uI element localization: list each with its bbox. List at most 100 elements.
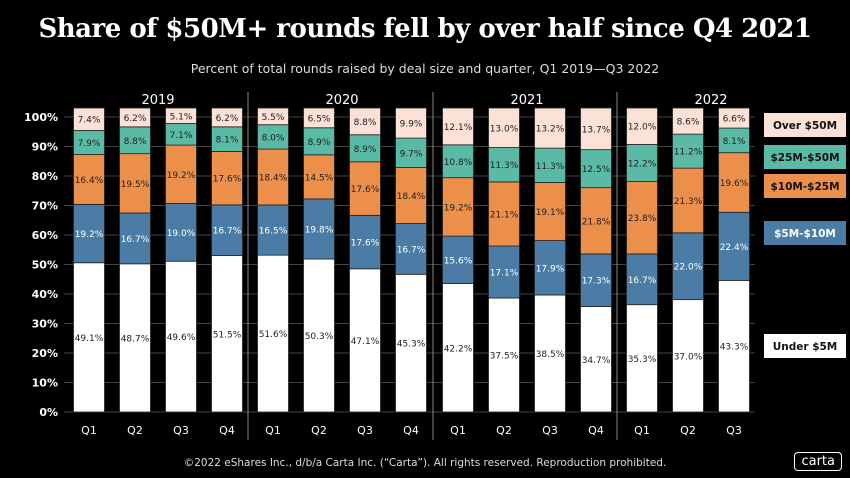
year-label: 2022 (694, 93, 727, 108)
bar-segment (626, 304, 658, 413)
bar-segment (165, 144, 197, 204)
data-label: 16.7% (397, 245, 426, 255)
data-label: 19.8% (305, 225, 334, 235)
legend-label: Over $50M (773, 120, 837, 132)
bar-segment (73, 154, 105, 205)
x-tick-label: Q3 (173, 424, 189, 437)
bar-segment (718, 107, 750, 129)
bar-segment (580, 306, 612, 413)
y-tick-label: 60% (32, 229, 58, 242)
data-label: 22.0% (674, 263, 703, 273)
data-label: 8.6% (677, 118, 700, 128)
y-tick-label: 80% (32, 170, 58, 183)
bar-segment (672, 133, 704, 169)
data-label: 11.3% (490, 161, 519, 171)
data-label: 16.7% (213, 227, 242, 237)
data-label: 7.1% (170, 131, 193, 141)
x-tick-label: Q4 (588, 424, 604, 437)
legend-swatch (764, 113, 846, 137)
bar-segment (349, 268, 381, 413)
bar-segment (165, 107, 197, 124)
bar-segment (303, 258, 335, 413)
legend-swatch (764, 334, 846, 358)
bar-segment (73, 107, 105, 131)
data-label: 6.5% (308, 114, 331, 124)
bar-segment (534, 182, 566, 241)
bar-segment (349, 107, 381, 136)
x-tick-label: Q1 (265, 424, 281, 437)
bar-segment (580, 253, 612, 307)
bar-segment (165, 260, 197, 413)
data-label: 5.1% (170, 112, 193, 122)
data-label: 21.8% (582, 217, 611, 227)
data-label: 17.6% (213, 175, 242, 185)
data-label: 19.2% (75, 230, 104, 240)
bar-segment (626, 181, 658, 255)
bar-segment (580, 187, 612, 255)
bar-segment (626, 107, 658, 145)
data-label: 34.7% (582, 356, 611, 366)
data-label: 51.5% (213, 330, 242, 340)
y-tick-label: 50% (32, 259, 58, 272)
data-label: 17.6% (351, 239, 380, 249)
bar-segment (395, 107, 427, 139)
data-label: 37.0% (674, 352, 703, 362)
data-label: 19.0% (167, 229, 196, 239)
data-label: 47.1% (351, 337, 380, 347)
y-tick-label: 30% (32, 318, 58, 331)
data-label: 19.6% (720, 179, 749, 189)
bar-segment (349, 134, 381, 163)
bar-segment (119, 263, 151, 413)
legend-swatch (764, 221, 846, 245)
y-tick-label: 20% (32, 347, 58, 360)
data-label: 12.0% (628, 123, 657, 133)
data-label: 19.1% (536, 208, 565, 218)
data-label: 8.9% (354, 145, 377, 155)
bar-segment (349, 161, 381, 216)
bar-segment (534, 294, 566, 413)
data-label: 6.2% (216, 114, 239, 124)
data-label: 8.8% (354, 118, 377, 128)
data-label: 37.5% (490, 352, 519, 362)
legend-swatch (764, 174, 846, 198)
data-label: 16.7% (121, 235, 150, 245)
data-label: 7.9% (78, 139, 101, 149)
data-label: 17.1% (490, 269, 519, 279)
bar-segment (211, 151, 243, 206)
data-label: 38.5% (536, 350, 565, 360)
bar-segment (580, 107, 612, 151)
x-tick-label: Q2 (311, 424, 327, 437)
data-label: 49.6% (167, 333, 196, 343)
bar-segment (442, 107, 474, 146)
bar-segment (718, 211, 750, 281)
bar-segment (488, 245, 520, 299)
data-label: 12.2% (628, 160, 657, 170)
y-tick-label: 90% (32, 141, 58, 154)
bar-segment (303, 107, 335, 129)
data-label: 7.4% (78, 116, 101, 126)
x-tick-label: Q3 (726, 424, 742, 437)
data-label: 18.4% (259, 174, 288, 184)
bar-segment (303, 127, 335, 156)
data-label: 10.8% (444, 158, 473, 168)
data-label: 13.0% (490, 124, 519, 134)
data-label: 17.9% (536, 264, 565, 274)
bar-segment (119, 212, 151, 265)
data-label: 45.3% (397, 340, 426, 350)
legend-label: $25M-$50M (770, 152, 839, 164)
data-label: 16.4% (75, 176, 104, 186)
data-label: 8.0% (262, 133, 285, 143)
data-label: 19.2% (167, 171, 196, 181)
data-label: 22.4% (720, 243, 749, 253)
data-label: 19.5% (121, 180, 150, 190)
data-label: 16.5% (259, 227, 288, 237)
data-label: 13.7% (582, 125, 611, 135)
x-tick-label: Q4 (219, 424, 235, 437)
legend-label: $10M-$25M (770, 181, 839, 193)
y-tick-label: 10% (32, 377, 58, 390)
x-tick-label: Q2 (127, 424, 143, 437)
bar-segment (672, 167, 704, 234)
bar-segment (395, 167, 427, 224)
data-label: 11.2% (674, 148, 703, 158)
bar-segment (626, 144, 658, 182)
